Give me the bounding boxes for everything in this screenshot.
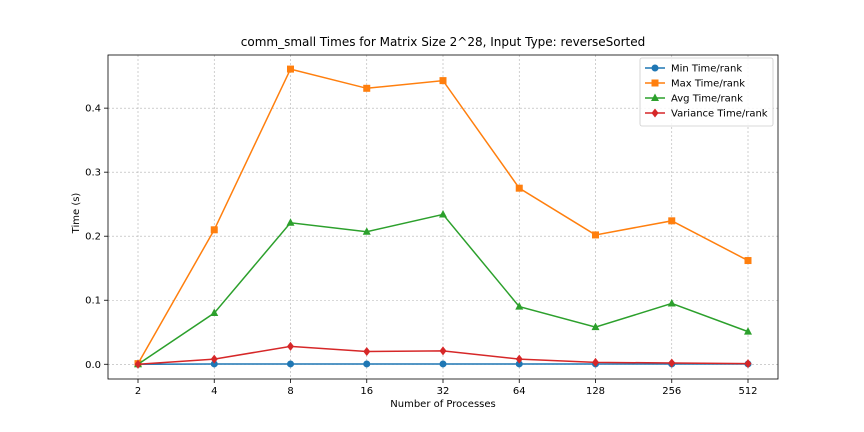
data-point-max-time-rank [363,84,371,92]
y-tick-label: 0.4 [85,104,101,115]
chart-title: comm_small Times for Matrix Size 2^28, I… [241,35,645,49]
x-tick-label: 2 [135,386,141,397]
x-tick-label: 4 [211,386,217,397]
data-point-max-time-rank [287,65,294,73]
legend-item-variance-time-rank: Variance Time/rank [645,108,768,120]
y-axis-label: Time (s) [71,193,82,235]
x-tick-label: 8 [287,386,293,397]
data-point-variance-time-rank [287,341,294,351]
data-point-min-time-rank [515,360,523,368]
data-point-max-time-rank [210,226,218,234]
data-point-variance-time-rank [744,359,752,369]
legend-label: Max Time/rank [671,79,745,90]
data-point-variance-time-rank [592,357,599,367]
series-min-time-rank [134,360,752,368]
x-axis-label: Number of Processes [390,399,495,410]
series-layer [134,65,752,369]
legend-marker [651,79,659,87]
y-tick-label: 0.0 [85,360,101,371]
legend-marker [651,93,659,101]
x-tick-label: 128 [586,386,605,397]
data-point-avg-time-rank [667,298,676,307]
data-point-variance-time-rank [668,358,676,368]
legend-item-max-time-rank: Max Time/rank [645,79,745,90]
legend-item-min-time-rank: Min Time/rank [645,64,742,75]
data-point-variance-time-rank [439,346,447,356]
legend-box [639,57,774,127]
y-axis-ticks: 0.0 0.1 0.2 0.3 0.4 [85,104,108,371]
data-point-avg-time-rank [439,209,447,218]
data-point-variance-time-rank [210,354,218,364]
series-variance-time-rank [134,341,752,369]
data-point-max-time-rank [744,257,752,265]
legend-item-avg-time-rank: Avg Time/rank [645,93,743,105]
data-point-variance-time-rank [515,354,523,364]
y-tick-label: 0.1 [85,296,101,307]
data-point-min-time-rank [363,360,371,368]
data-point-avg-time-rank [286,218,295,226]
legend: Min Time/rank Max Time/rank Avg Time/rank V… [639,57,774,127]
x-tick-label: 64 [513,386,526,397]
data-point-avg-time-rank [362,227,371,235]
data-point-avg-time-rank [744,327,752,335]
data-point-max-time-rank [592,231,599,239]
legend-label: Variance Time/rank [671,109,768,120]
y-tick-label: 0.3 [85,168,101,179]
data-point-min-time-rank [439,360,447,368]
data-point-min-time-rank [287,360,294,368]
x-tick-label: 32 [437,386,450,397]
data-point-min-time-rank [210,360,218,368]
x-tick-label: 16 [360,386,373,397]
x-tick-label: 512 [738,386,757,397]
data-point-max-time-rank [515,184,523,192]
data-point-variance-time-rank [363,346,371,356]
data-point-max-time-rank [668,217,676,225]
legend-marker [651,64,659,72]
legend-label: Avg Time/rank [671,94,743,105]
y-tick-label: 0.2 [85,232,101,243]
legend-marker [651,108,659,118]
x-axis-ticks: 2 4 8 16 32 64 128 256 512 [135,379,758,397]
data-point-variance-time-rank [134,359,142,369]
data-point-max-time-rank [439,77,447,85]
x-tick-label: 256 [662,386,681,397]
legend-label: Min Time/rank [671,64,742,75]
data-point-avg-time-rank [210,308,219,317]
data-point-avg-time-rank [591,322,600,331]
data-point-avg-time-rank [515,302,524,310]
